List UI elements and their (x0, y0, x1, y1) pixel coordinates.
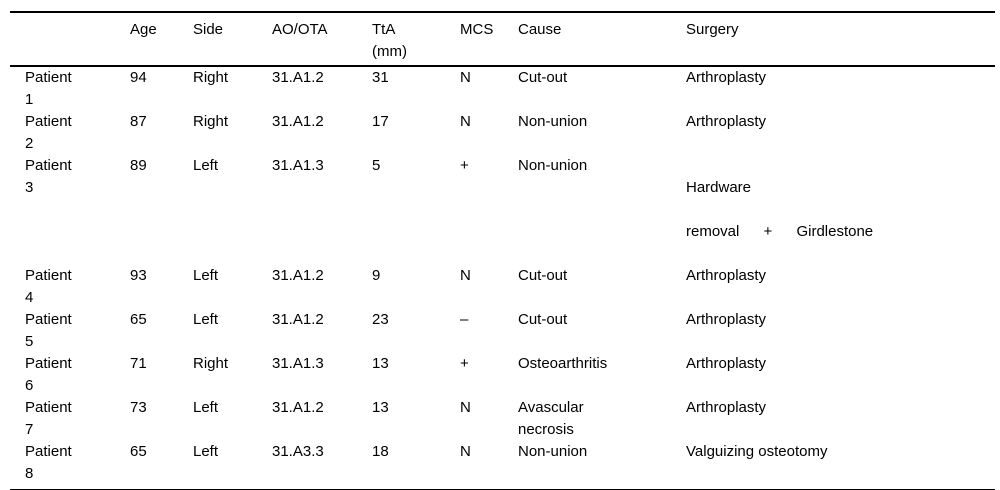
patient-row-6: Patient 6 71 Right 31.A1.3 13 + Osteoart… (10, 353, 995, 397)
cell-age: 73 (130, 399, 147, 416)
cell-mcs: N (460, 113, 471, 130)
patient-row-5: Patient 5 65 Left 31.A1.2 23 – Cut-out A… (10, 309, 995, 353)
cell-age: 87 (130, 113, 147, 130)
cell-tta-mm: 18 (372, 443, 389, 460)
col-header-ao-ota: AO/OTA (272, 12, 372, 67)
cell-ao-ota: 31.A1.2 (272, 311, 324, 328)
cell-side: Left (193, 267, 219, 284)
cell-side: Left (193, 311, 219, 328)
cell-side: Left (193, 443, 219, 460)
patient-row-2: Patient 2 87 Right 31.A1.2 17 N Non-unio… (10, 111, 995, 155)
cell-cause: Cut-out (518, 69, 568, 86)
cell-cause: Cut-out (518, 311, 568, 328)
cell-patient: Patient 8 (25, 443, 72, 482)
cell-surgery: Arthroplasty (686, 69, 767, 86)
cell-mcs: + (460, 157, 469, 174)
cell-ao-ota: 31.A1.2 (272, 399, 324, 416)
cell-surgery: Arthroplasty (686, 311, 767, 328)
cell-side: Right (193, 113, 229, 130)
cell-age: 65 (130, 311, 147, 328)
col-header-age: Age (130, 12, 193, 67)
cell-mcs: N (460, 443, 471, 460)
cell-mcs: N (460, 69, 471, 86)
cell-tta-mm: 13 (372, 355, 389, 372)
col-header-cause: Cause (518, 12, 686, 67)
cell-surgery: Arthroplasty (686, 113, 767, 130)
cell-surgery: Arthroplasty (686, 355, 767, 372)
cell-ao-ota: 31.A1.3 (272, 157, 324, 174)
cell-cause: Non-union (518, 443, 588, 460)
cell-mcs: N (460, 399, 471, 416)
patients-table: Age Side AO/OTA TtA (mm) MCS Cause Surge… (10, 11, 995, 490)
cell-mcs: N (460, 267, 471, 284)
patient-row-3: Patient 3 89 Left 31.A1.3 5 + Non-union … (10, 155, 995, 265)
patient-row-8: Patient 8 65 Left 31.A3.3 18 N Non-union… (10, 441, 995, 489)
surgery-line1: Hardware (686, 179, 752, 196)
patient-row-4: Patient 4 93 Left 31.A1.2 9 N Cut-out Ar… (10, 265, 995, 309)
cell-cause: Avascular necrosis (518, 399, 584, 438)
cell-side: Right (193, 355, 229, 372)
col-header-mcs: MCS (460, 12, 518, 67)
cell-cause: Non-union (518, 113, 588, 130)
cell-tta-mm: 23 (372, 311, 389, 328)
cell-surgery: Valguizing osteotomy (686, 443, 828, 460)
cell-patient: Patient 3 (25, 157, 72, 196)
cell-age: 93 (130, 267, 147, 284)
cell-ao-ota: 31.A3.3 (272, 443, 324, 460)
cell-patient: Patient 5 (25, 311, 72, 350)
cell-ao-ota: 31.A1.3 (272, 355, 324, 372)
cell-side: Right (193, 69, 229, 86)
cell-cause: Non-union (518, 157, 588, 174)
patient-row-1: Patient 1 94 Right 31.A1.2 31 N Cut-out … (10, 66, 995, 111)
cell-surgery: Arthroplasty (686, 267, 767, 284)
cell-ao-ota: 31.A1.2 (272, 113, 324, 130)
cell-tta-mm: 9 (372, 267, 381, 284)
cell-mcs: – (460, 311, 469, 328)
surgery-line2: removal + Girdlestone (686, 223, 874, 240)
cell-patient: Patient 7 (25, 399, 72, 438)
col-header-patient (10, 12, 130, 67)
cell-patient: Patient 1 (25, 69, 72, 108)
col-header-surgery: Surgery (686, 12, 995, 67)
cell-tta-mm: 5 (372, 157, 381, 174)
cell-patient: Patient 4 (25, 267, 72, 306)
cell-age: 65 (130, 443, 147, 460)
cell-mcs: + (460, 355, 469, 372)
col-header-tta-mm: TtA (mm) (372, 12, 460, 67)
patient-row-7: Patient 7 73 Left 31.A1.2 13 N Avascular… (10, 397, 995, 441)
cell-tta-mm: 31 (372, 69, 389, 86)
cell-side: Left (193, 399, 219, 416)
table-header-row: Age Side AO/OTA TtA (mm) MCS Cause Surge… (10, 12, 995, 67)
cell-age: 71 (130, 355, 147, 372)
cell-ao-ota: 31.A1.2 (272, 267, 324, 284)
cell-patient: Patient 6 (25, 355, 72, 394)
cell-patient: Patient 2 (25, 113, 72, 152)
cell-age: 89 (130, 157, 147, 174)
cell-surgery: Hardware removal + Girdlestone (686, 155, 995, 265)
cell-surgery: Arthroplasty (686, 399, 767, 416)
cell-tta-mm: 17 (372, 113, 389, 130)
cell-cause: Osteoarthritis (518, 355, 608, 372)
cell-age: 94 (130, 69, 147, 86)
cell-side: Left (193, 157, 219, 174)
col-header-side: Side (193, 12, 272, 67)
cell-ao-ota: 31.A1.2 (272, 69, 324, 86)
cell-cause: Cut-out (518, 267, 568, 284)
cell-tta-mm: 13 (372, 399, 389, 416)
